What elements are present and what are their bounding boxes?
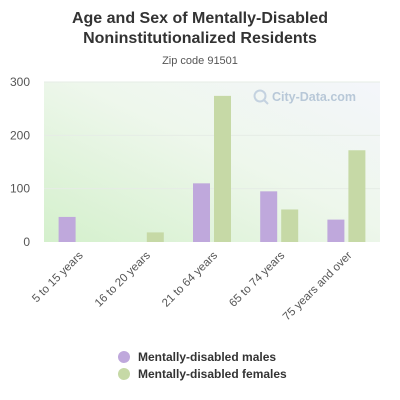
legend-label-males: Mentally-disabled males [138,349,277,364]
legend-swatch-males [118,350,130,363]
chart-subtitle: Zip code 91501 [162,55,238,67]
x-tick-label: 16 to 20 years [93,249,153,309]
plot-background [44,82,380,242]
x-tick-label: 75 years and over [281,250,355,324]
bar-females [348,150,366,242]
chart-title: Age and Sex of Mentally-Disabled Noninst… [71,10,329,47]
legend-item-males: Mentally-disabled males [118,349,287,364]
x-tick-label: 65 to 74 years [227,249,287,309]
bar-males [260,191,278,242]
y-tick-label: 200 [10,128,30,142]
bar-males [193,183,210,242]
y-tick-label: 0 [23,235,30,249]
bar-males [58,216,76,242]
bar-females [214,95,231,242]
bar-females [281,209,299,242]
legend-item-females: Mentally-disabled females [118,366,287,381]
y-tick-label: 100 [10,182,30,196]
legend-label-females: Mentally-disabled females [138,366,287,381]
y-tick-label: 300 [10,75,30,89]
watermark: City-Data.com [253,89,356,105]
magnifier-icon [253,89,267,103]
bar-females [146,232,164,242]
legend-swatch-females [118,367,130,380]
watermark-text: City-Data.com [272,90,356,104]
legend: Mentally-disabled males Mentally-disable… [118,349,287,383]
x-tick-label: 21 to 64 years [160,249,220,309]
bar-males [327,219,345,242]
x-tick-label: 5 to 15 years [30,249,86,305]
